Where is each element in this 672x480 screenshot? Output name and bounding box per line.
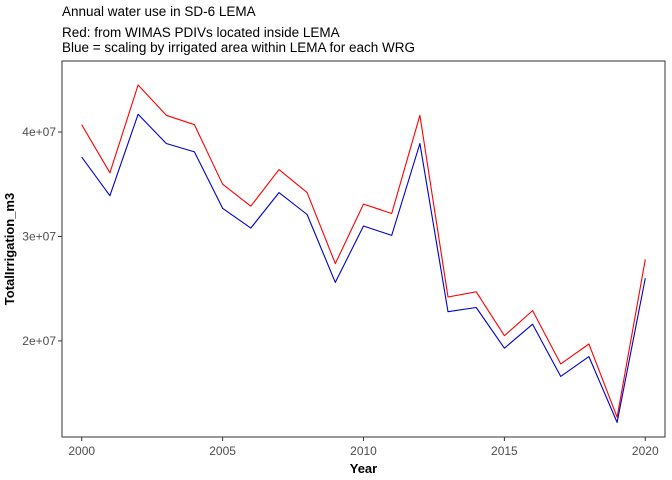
x-tick-label: 2005: [209, 444, 236, 458]
series-line-blue: [81, 113, 646, 423]
y-tick-label: 2e+07: [22, 334, 56, 348]
x-tick-label: 2000: [68, 444, 95, 458]
y-axis-title: TotalIrrigation_m3: [2, 193, 17, 305]
series-line-red: [81, 84, 646, 418]
y-tick-label: 4e+07: [22, 125, 56, 139]
plot-panel: [61, 60, 666, 438]
series-group: [81, 84, 646, 423]
y-axis: 2e+07 3e+07 4e+07: [22, 125, 62, 348]
x-axis: 2000 2005 2010 2015 2020: [68, 437, 659, 458]
x-tick-label: 2015: [491, 444, 518, 458]
chart-title: Annual water use in SD-6 LEMA: [62, 4, 256, 19]
x-tick-label: 2020: [632, 444, 659, 458]
chart-subtitle-line-2: Blue = scaling by irrigated area within …: [62, 40, 415, 55]
x-axis-title: Year: [350, 461, 377, 476]
chart-subtitle-line-1: Red: from WIMAS PDIVs located inside LEM…: [62, 25, 340, 40]
x-tick-label: 2010: [350, 444, 377, 458]
y-tick-label: 3e+07: [22, 229, 56, 243]
